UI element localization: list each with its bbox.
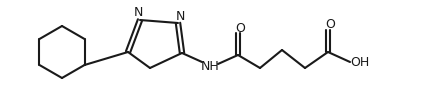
Text: O: O <box>325 19 335 32</box>
Text: OH: OH <box>350 55 370 68</box>
Text: O: O <box>235 22 245 35</box>
Text: NH: NH <box>201 59 220 72</box>
Text: N: N <box>134 6 142 19</box>
Text: N: N <box>175 10 185 23</box>
